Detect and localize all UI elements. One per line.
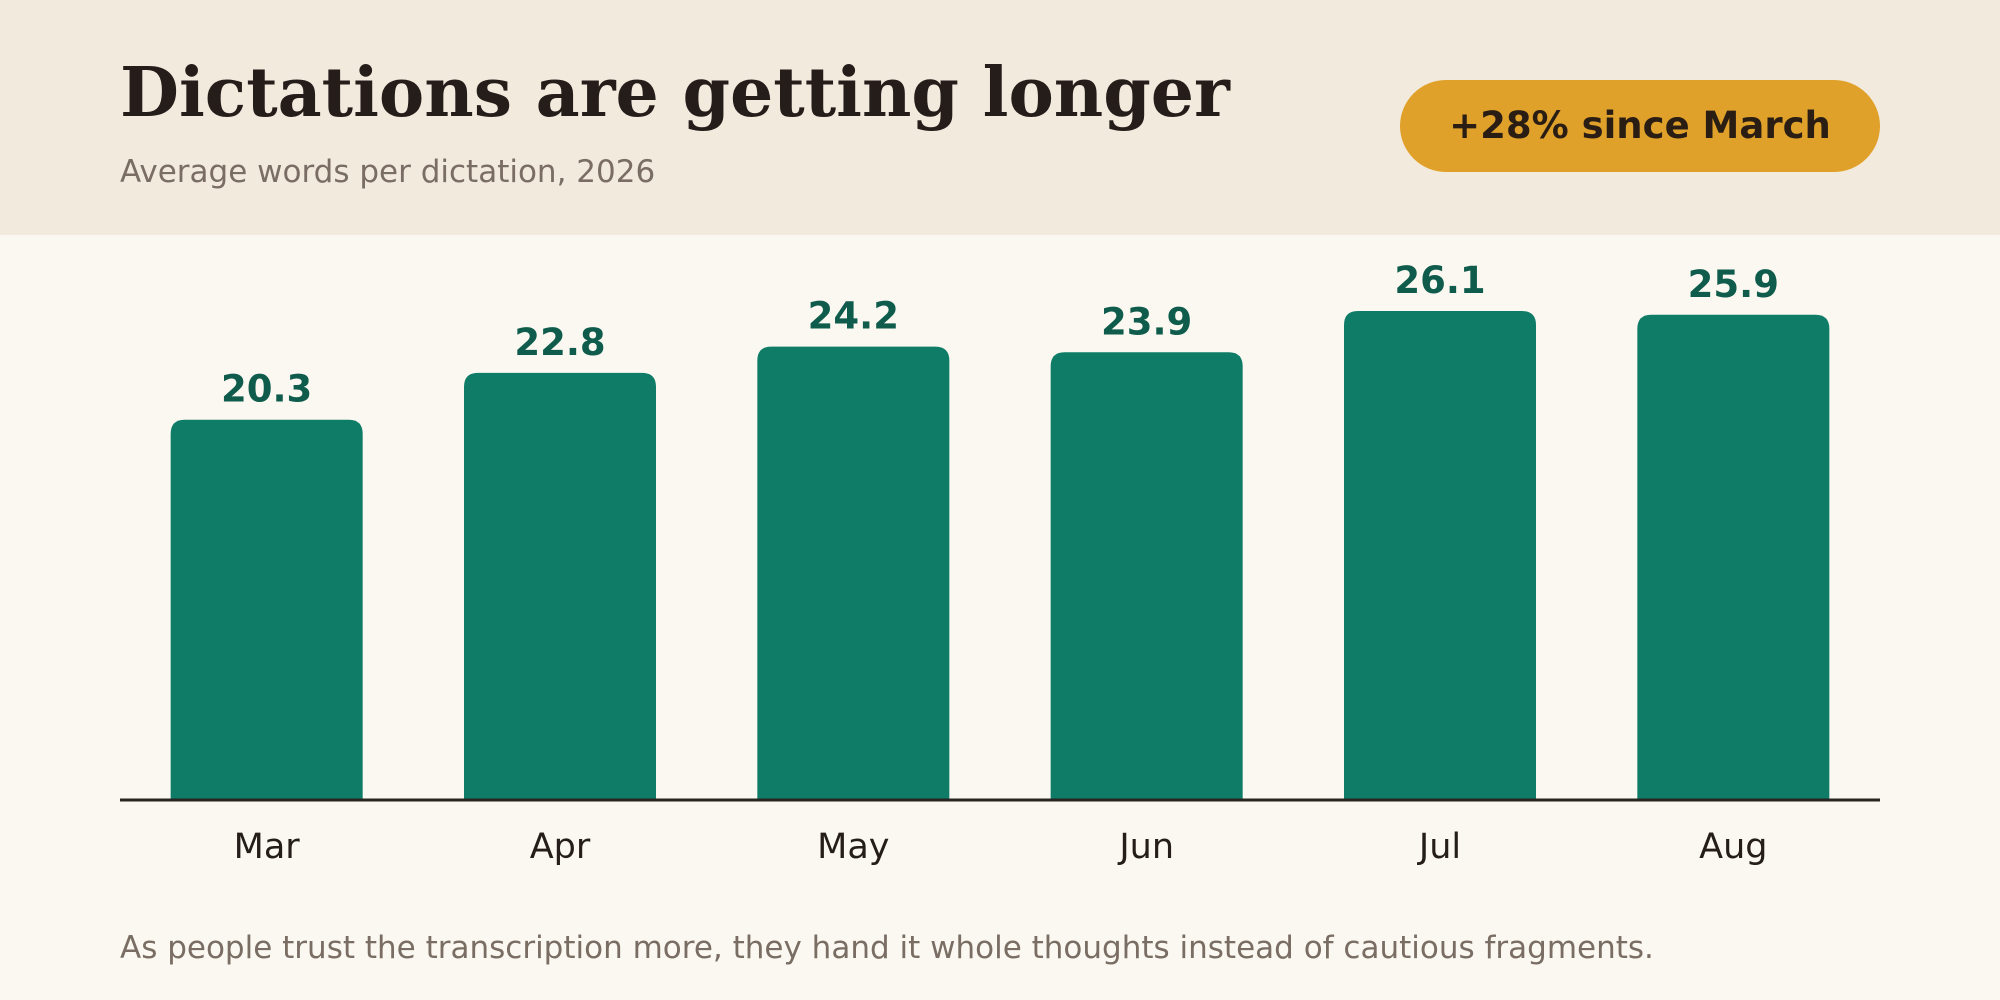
value-label-jun: 23.9 <box>1101 300 1192 343</box>
header-band: Dictations are getting longer Average wo… <box>0 0 2000 235</box>
bar-aug <box>1637 314 1830 800</box>
bar-mar <box>170 419 363 800</box>
x-tick-label-may: May <box>817 827 889 867</box>
x-tick-label-jul: Jul <box>1417 827 1461 867</box>
bar-jun <box>1050 352 1243 800</box>
page-subtitle: Average words per dictation, 2026 <box>120 154 656 190</box>
value-label-apr: 22.8 <box>514 321 605 364</box>
chart-caption: As people trust the transcription more, … <box>120 930 1654 966</box>
x-tick-label-apr: Apr <box>530 827 591 867</box>
value-label-jul: 26.1 <box>1394 259 1485 302</box>
bars-layer <box>170 311 1830 800</box>
page-title: Dictations are getting longer <box>120 53 1230 133</box>
value-label-aug: 25.9 <box>1688 263 1779 306</box>
labels-layer: 20.3 Mar 22.8 Apr 24.2 May 23.9 Jun 26.1 Jul 25.9 A… <box>221 259 1779 867</box>
x-tick-label-jun: Jun <box>1117 827 1174 867</box>
x-tick-label-aug: Aug <box>1699 827 1767 867</box>
bar-may <box>757 346 950 800</box>
bar-jul <box>1344 311 1536 800</box>
growth-badge: +28% since March <box>1400 80 1880 172</box>
x-tick-label-mar: Mar <box>234 827 301 867</box>
value-label-may: 24.2 <box>808 295 899 338</box>
value-label-mar: 20.3 <box>221 368 312 411</box>
bar-apr <box>464 372 656 800</box>
